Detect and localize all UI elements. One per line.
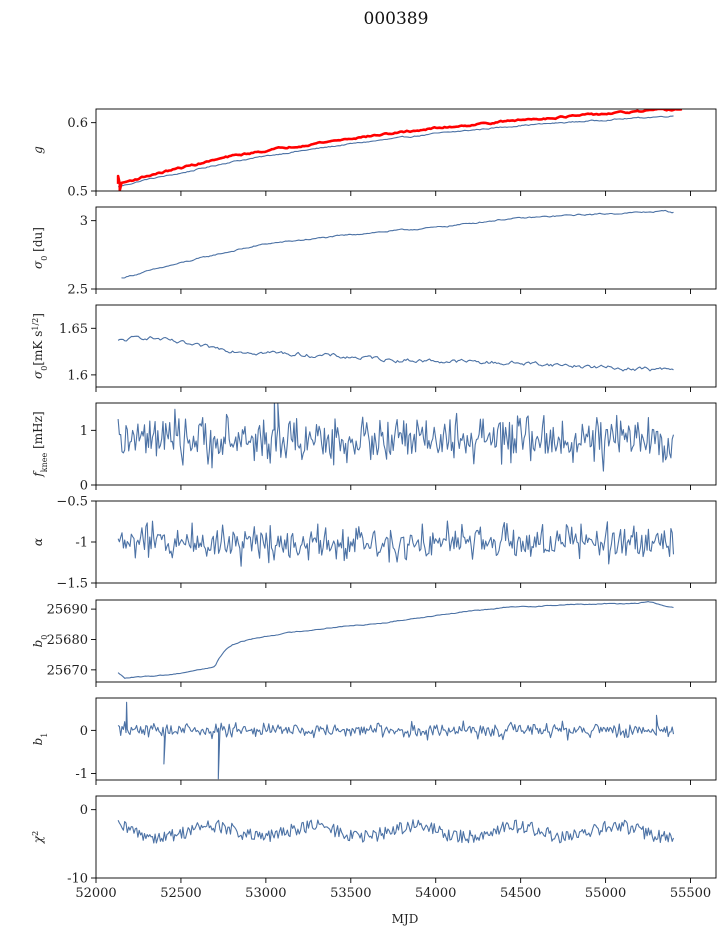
y-tick-label: −0.5: [56, 495, 88, 510]
y-tick-label: 1.65: [59, 322, 88, 337]
y-axis-label: b1: [31, 733, 49, 746]
y-tick-label: -1: [75, 536, 88, 551]
series-line-1: [117, 403, 675, 472]
y-tick-label: 25690: [47, 603, 88, 618]
x-tick-label: 52000: [75, 886, 116, 901]
panel-8: -10 0 χ2 52000 52500 53000 53500 54000 54500 5500…: [31, 795, 717, 901]
x-tick-label: 55000: [585, 886, 626, 901]
plot-area: [117, 403, 675, 472]
plot-area: [121, 209, 674, 279]
x-tick-label: 55500: [670, 886, 711, 901]
y-axis-label: σ0 [du]: [31, 227, 49, 269]
y-axis-label: α: [31, 538, 45, 546]
panel-frame: [95, 599, 717, 683]
x-tick-label: 54500: [500, 886, 541, 901]
x-tick-label: 54000: [415, 886, 456, 901]
y-tick-label: 0: [80, 803, 88, 818]
y-tick-label: 0.5: [67, 185, 88, 200]
y-tick-label: 1.6: [67, 368, 88, 383]
x-tick-label: 53500: [330, 886, 371, 901]
series-line-1: [118, 115, 674, 188]
y-tick-label: −1.5: [56, 577, 88, 592]
y-tick-label: 25670: [47, 663, 88, 678]
y-tick-label: 1: [80, 424, 88, 439]
y-tick-label: 0: [80, 724, 88, 739]
panel-6: 25670 25680 25690 b0: [31, 599, 717, 687]
y-axis-label: g: [31, 146, 45, 154]
series-line-1: [117, 701, 675, 780]
y-tick-label: 0.6: [67, 116, 88, 131]
y-axis-label: b0: [31, 635, 49, 648]
plot-area: [116, 109, 683, 191]
panel-frame: [95, 697, 717, 781]
panel-frame: [95, 108, 717, 192]
plot-area: [117, 601, 674, 679]
x-tick-label: 53000: [245, 886, 286, 901]
series-line-2: [116, 109, 683, 191]
y-axis-label: σ0[mK s1/2]: [31, 313, 49, 379]
y-tick-label: 3: [80, 214, 88, 229]
plot-area: [117, 819, 675, 844]
panel-3: 1.6 1.65 σ0[mK s1/2]: [31, 304, 717, 392]
panel-frame: [95, 402, 717, 486]
x-axis-label: MJD: [392, 912, 419, 926]
series-line-1: [117, 819, 675, 844]
y-tick-label: -1: [75, 767, 88, 782]
panel-frame: [95, 304, 717, 388]
series-line-1: [117, 520, 675, 567]
series-line-1: [117, 601, 674, 679]
y-tick-label: 2.5: [67, 283, 88, 298]
panel-frame: [95, 206, 717, 290]
plot-area: [117, 335, 674, 372]
y-tick-label: 0: [80, 479, 88, 494]
panel-7: -1 0 b1: [31, 697, 717, 785]
panel-frame: [95, 795, 717, 879]
plot-area: [117, 520, 675, 567]
panel-4: 0 1 fknee [mHz]: [31, 402, 717, 494]
panel-5: −1.5 -1 −0.5 α: [31, 495, 717, 592]
y-tick-label: 25680: [47, 633, 88, 648]
series-line-1: [121, 209, 674, 279]
panel-2: 2.5 3 σ0 [du]: [31, 206, 717, 298]
y-axis-label: fknee [mHz]: [31, 411, 49, 477]
panel-1: 0.5 0.6 g: [31, 108, 717, 200]
panels: 0.5 0.6 g 2.5 3 σ0 [du] 1.6 1.65 σ0[mK s1/2] 0 1 fk…: [31, 108, 717, 901]
figure-title: 000389: [364, 9, 429, 29]
x-tick-label: 52500: [160, 886, 201, 901]
plot-area: [117, 701, 675, 780]
series-line-1: [117, 335, 674, 372]
y-tick-label: -10: [67, 872, 88, 887]
y-axis-label: χ2: [31, 831, 46, 844]
